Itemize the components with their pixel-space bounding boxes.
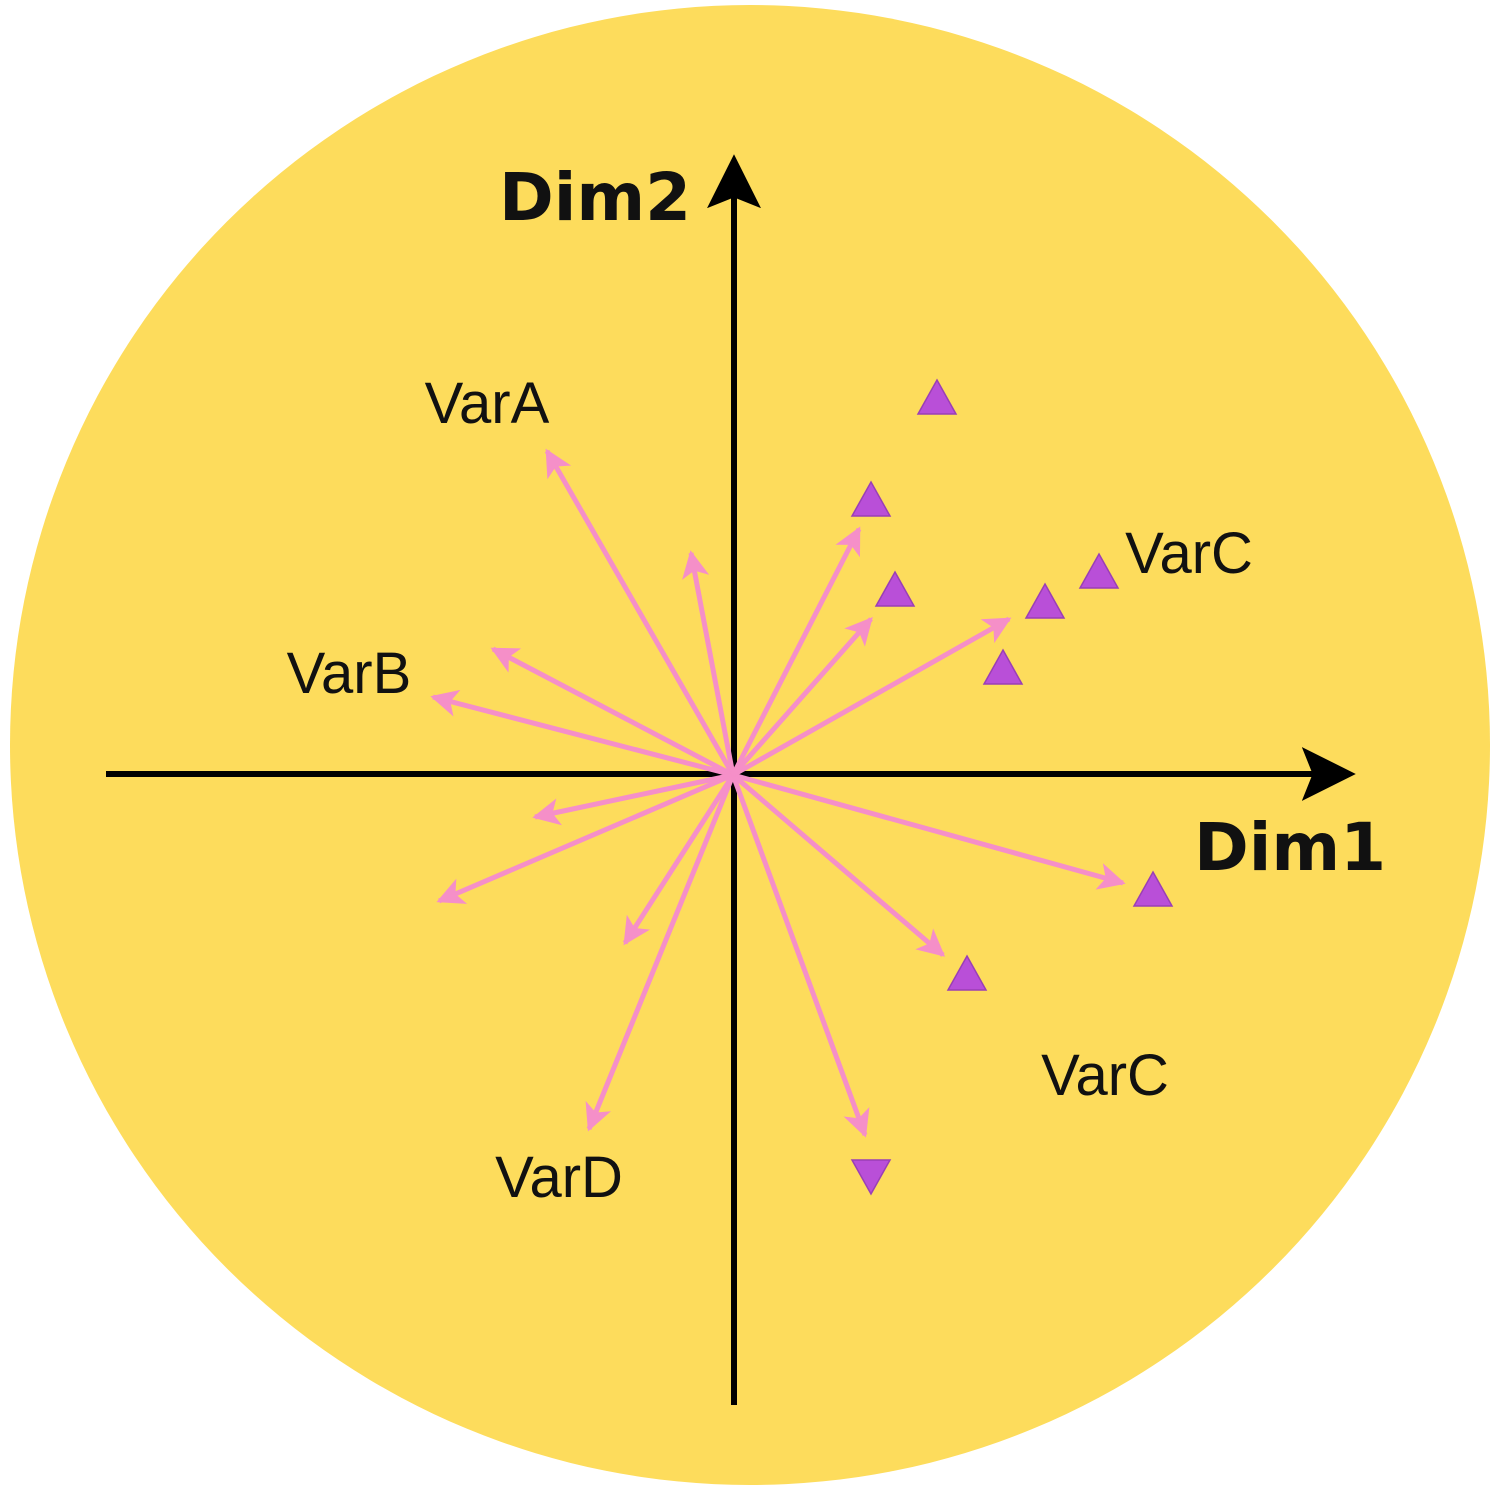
variable-label-varb: VarB (287, 641, 412, 706)
triangle-up-point (982, 648, 1024, 685)
score-points (850, 378, 1174, 1196)
triangle-up-point (1132, 870, 1174, 907)
triangle-up-point (916, 378, 958, 415)
triangle-up-point (874, 570, 916, 607)
loading-arrow (585, 774, 736, 1132)
loading-arrow (544, 448, 736, 777)
loading-arrow (682, 550, 736, 776)
variable-label-vara: VarA (425, 371, 550, 436)
loading-arrow (490, 646, 735, 778)
loading-arrow (730, 526, 862, 777)
variable-label-varc: VarC (1041, 1043, 1169, 1108)
dim1-axis-label: Dim1 (1194, 809, 1386, 886)
triangle-up-point (1024, 582, 1066, 619)
loading-arrow (732, 772, 1126, 890)
loading-arrow (731, 773, 946, 957)
loading-arrow (731, 616, 1012, 778)
triangle-up-point (946, 954, 988, 991)
loading-arrow (731, 616, 873, 777)
loading-arrow (622, 773, 736, 946)
variable-label-varc: VarC (1125, 521, 1253, 586)
variable-label-vard: VarD (495, 1145, 623, 1210)
dim2-axis-label: Dim2 (499, 159, 691, 236)
loading-arrow (730, 774, 870, 1138)
loading-arrow (532, 772, 734, 826)
loading-arrow (430, 689, 734, 778)
loading-arrows (430, 448, 1126, 1138)
triangle-down-point (850, 1159, 892, 1196)
triangle-up-point (850, 480, 892, 517)
triangle-up-point (1078, 552, 1120, 589)
loading-arrow (436, 772, 734, 904)
